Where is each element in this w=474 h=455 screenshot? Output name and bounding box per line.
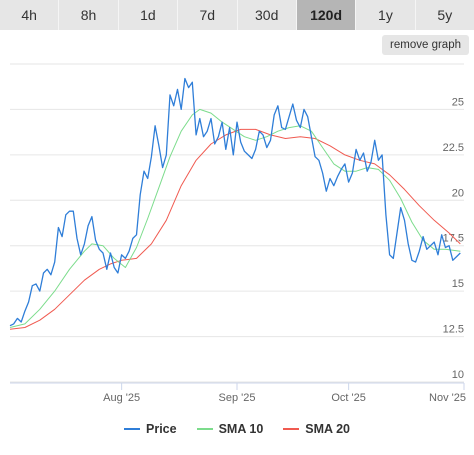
x-tick-label: Oct '25 xyxy=(331,392,366,404)
y-tick-label: 22.5 xyxy=(443,142,464,154)
timeframe-tabs: 4h 8h 1d 7d 30d 120d 1y 5y xyxy=(0,0,474,30)
legend-label-sma-10: SMA 10 xyxy=(218,422,264,436)
tab-30d[interactable]: 30d xyxy=(238,0,297,30)
tab-1y[interactable]: 1y xyxy=(356,0,416,30)
tab-120d[interactable]: 120d xyxy=(296,0,357,30)
chart-legend: Price SMA 10 SMA 20 xyxy=(0,418,474,440)
x-tick-label: Aug '25 xyxy=(103,392,140,404)
tab-8h[interactable]: 8h xyxy=(59,0,119,30)
price-chart: Aug '25 Sep '25 Oct '25 Nov '25 10 12.5 15 17.… xyxy=(9,63,466,404)
price-legend-swatch xyxy=(124,428,140,430)
price-line xyxy=(9,77,461,327)
y-tick-label: 15 xyxy=(452,278,464,290)
y-axis-ticks: 10 12.5 15 17.5 20 22.5 25 xyxy=(443,96,464,381)
y-tick-label: 17.5 xyxy=(443,233,464,245)
series-lines xyxy=(9,77,461,330)
legend-item-sma-20[interactable]: SMA 20 xyxy=(283,422,350,436)
y-tick-label: 25 xyxy=(452,96,464,108)
x-tick-label: Nov '25 xyxy=(429,392,466,404)
legend-label-sma-20: SMA 20 xyxy=(305,422,350,436)
tab-4h[interactable]: 4h xyxy=(0,0,60,30)
sma-20-line xyxy=(9,128,461,330)
legend-label-price: Price xyxy=(146,422,177,436)
tab-7d[interactable]: 7d xyxy=(178,0,238,30)
gridlines xyxy=(10,63,464,383)
legend-item-price[interactable]: Price xyxy=(124,422,177,436)
tab-5y[interactable]: 5y xyxy=(437,7,453,23)
sma-20-legend-swatch xyxy=(283,428,300,430)
x-tick-label: Sep '25 xyxy=(219,392,256,404)
x-axis: Aug '25 Sep '25 Oct '25 Nov '25 xyxy=(10,382,466,404)
legend-item-sma-10[interactable]: SMA 10 xyxy=(196,422,264,436)
y-tick-label: 10 xyxy=(452,369,464,381)
y-tick-label: 20 xyxy=(452,187,464,199)
tab-1d[interactable]: 1d xyxy=(119,0,179,30)
sma-10-legend-swatch xyxy=(196,428,213,430)
y-tick-label: 12.5 xyxy=(443,324,464,336)
remove-graph-button[interactable]: remove graph xyxy=(382,35,469,55)
